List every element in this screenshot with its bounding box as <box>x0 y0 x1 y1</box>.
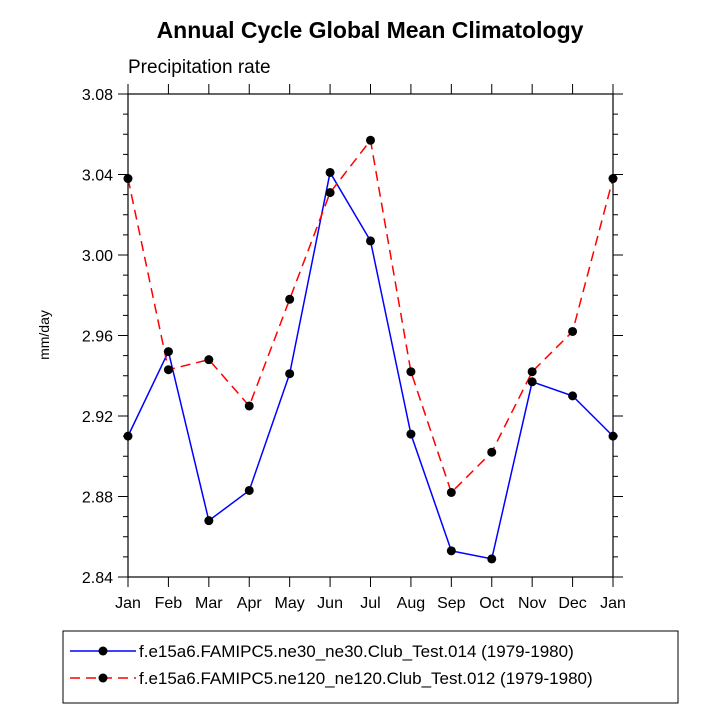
y-tick-label: 3.04 <box>82 168 113 185</box>
legend-box <box>62 630 679 704</box>
x-tick-label: Jun <box>317 595 343 612</box>
series-line-2 <box>127 138 614 494</box>
x-tick-label: Sep <box>437 595 466 612</box>
y-tick-label: 2.84 <box>82 570 113 587</box>
series-1-point <box>163 347 173 357</box>
series-2-point <box>568 326 578 336</box>
series-1-point <box>285 369 295 379</box>
series-2-point <box>204 355 214 365</box>
series-2-point <box>244 401 254 411</box>
x-tick-label: Feb <box>155 595 183 612</box>
chart-subtitle: Precipitation rate <box>128 57 271 78</box>
series-2-point <box>527 367 537 377</box>
series-2-point <box>406 367 416 377</box>
y-tick-label: 3.08 <box>82 87 113 104</box>
y-tick-label: 2.88 <box>82 490 113 507</box>
x-tick-label: Dec <box>558 595 586 612</box>
x-tick-label: Aug <box>397 595 425 612</box>
series-1-point <box>325 167 335 177</box>
y-axis: 2.84 2.88 2.92 2.96 3.00 3.04 3.08 <box>82 87 623 587</box>
series-1-point <box>487 554 497 564</box>
legend-label-2: f.e15a6.FAMIPC5.ne120_ne120.Club_Test.01… <box>139 669 593 688</box>
series-2-point <box>325 188 335 198</box>
series-1-point <box>204 516 214 526</box>
series-line-1 <box>127 170 614 560</box>
series-2-point <box>487 447 497 457</box>
y-axis-label: mm/day <box>36 310 52 360</box>
series-2-point <box>446 487 456 497</box>
series-2-point <box>285 294 295 304</box>
legend: f.e15a6.FAMIPC5.ne30_ne30.Club_Test.014 … <box>70 642 593 688</box>
series-1-point <box>406 429 416 439</box>
series-2-point <box>366 135 375 145</box>
series-1-point <box>446 546 456 556</box>
legend-label-1: f.e15a6.FAMIPC5.ne30_ne30.Club_Test.014 … <box>139 642 574 661</box>
legend-marker-2 <box>98 673 108 683</box>
x-tick-label: Nov <box>518 595 546 612</box>
legend-marker-1 <box>98 646 108 656</box>
series-1-point <box>366 236 375 246</box>
x-tick-label: May <box>275 595 305 612</box>
series-1-point <box>244 485 254 495</box>
series-2-point <box>163 365 173 375</box>
series-1-point <box>608 431 618 441</box>
x-tick-label: Jan <box>600 595 626 612</box>
series-layer <box>123 135 618 564</box>
plot-frame <box>127 93 614 578</box>
x-tick-label: Mar <box>195 595 223 612</box>
x-tick-label: Jul <box>360 595 380 612</box>
y-tick-label: 2.96 <box>82 329 113 346</box>
x-tick-label: Oct <box>479 595 504 612</box>
series-1-point <box>123 431 133 441</box>
series-2-point <box>608 174 618 184</box>
x-axis: Jan Feb Mar Apr May Jun Jul Aug Sep Oct Nov Dec Jan <box>115 84 626 612</box>
y-tick-label: 3.00 <box>82 248 113 265</box>
series-1-point <box>568 391 578 401</box>
series-1-point <box>527 377 537 387</box>
y-tick-label: 2.92 <box>82 409 113 426</box>
series-2-point <box>123 174 133 184</box>
x-tick-label: Jan <box>115 595 141 612</box>
x-tick-label: Apr <box>237 595 263 612</box>
chart-title: Annual Cycle Global Mean Climatology <box>157 17 584 43</box>
